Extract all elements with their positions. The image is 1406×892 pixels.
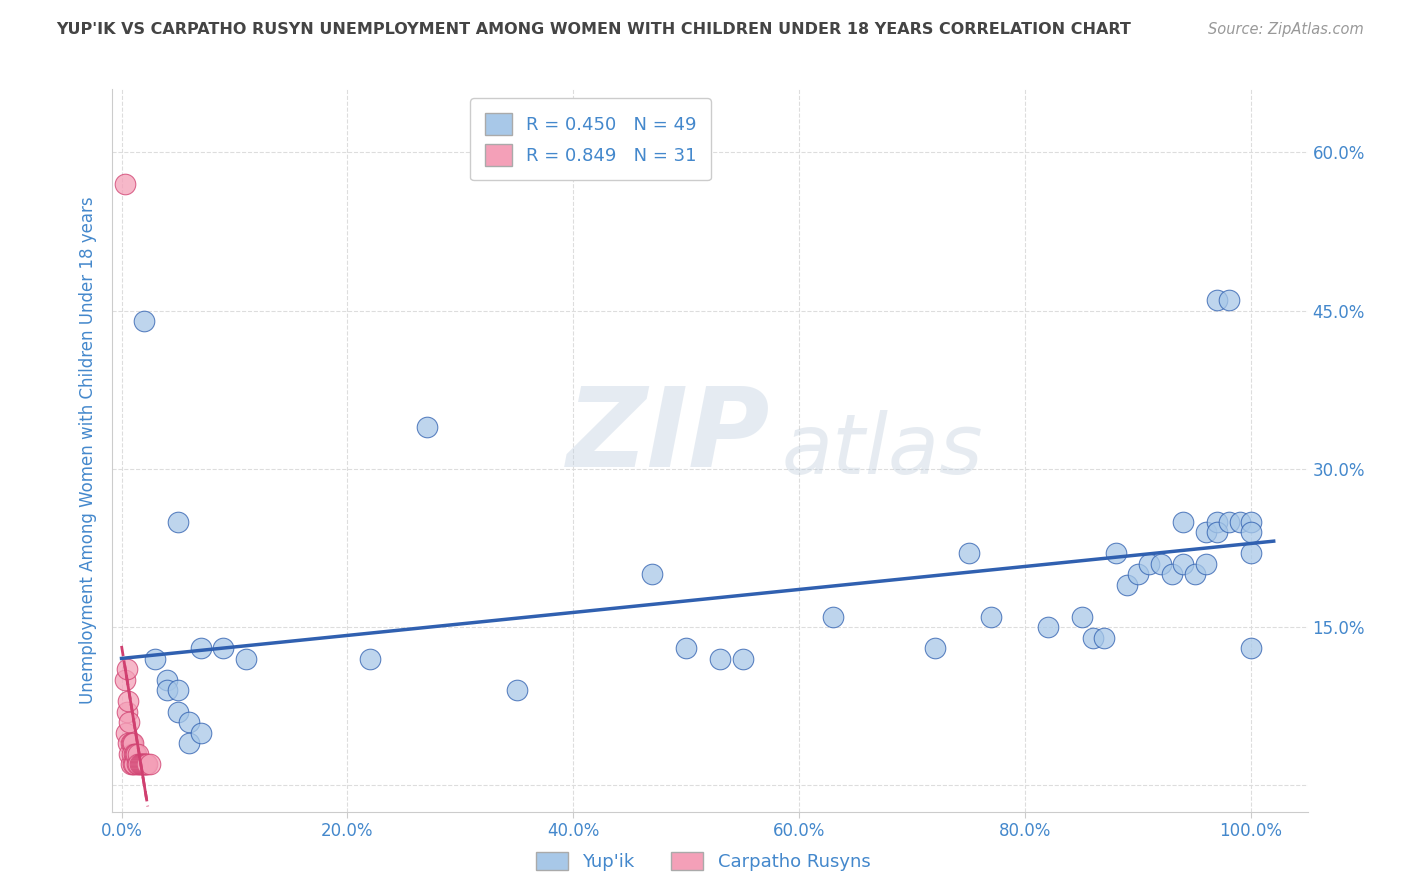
Point (132, 757, 155, 772)
Legend: Yup'ik, Carpatho Rusyns: Yup'ik, Carpatho Rusyns (529, 845, 877, 879)
Text: YUP'IK VS CARPATHO RUSYN UNEMPLOYMENT AMONG WOMEN WITH CHILDREN UNDER 18 YEARS C: YUP'IK VS CARPATHO RUSYN UNEMPLOYMENT AM… (56, 22, 1130, 37)
Point (924, 641, 946, 656)
Point (1240, 515, 1263, 529)
Point (1240, 546, 1263, 560)
Point (212, 641, 235, 656)
Point (1115, 578, 1137, 592)
Point (190, 641, 212, 656)
Point (132, 314, 155, 328)
Point (121, 747, 143, 761)
Point (675, 641, 697, 656)
Point (121, 757, 143, 772)
Point (1126, 567, 1149, 582)
Point (1206, 525, 1229, 540)
Point (1218, 293, 1240, 307)
Point (118, 714, 141, 729)
Point (1218, 515, 1240, 529)
Point (641, 567, 664, 582)
Point (506, 683, 529, 698)
Point (134, 757, 156, 772)
Point (139, 757, 162, 772)
Point (167, 705, 190, 719)
Point (1161, 567, 1184, 582)
Point (128, 757, 150, 772)
Text: ZIP: ZIP (567, 383, 770, 490)
Point (1150, 557, 1173, 571)
Point (1195, 557, 1218, 571)
Point (1173, 515, 1195, 529)
Point (1229, 515, 1251, 529)
Point (709, 652, 731, 666)
Point (115, 662, 138, 676)
Point (1184, 567, 1206, 582)
Point (415, 419, 437, 434)
Point (980, 609, 1002, 624)
Point (823, 609, 845, 624)
Point (129, 757, 152, 772)
Point (122, 747, 145, 761)
Point (131, 757, 153, 772)
Point (1104, 546, 1126, 560)
Point (132, 757, 155, 772)
Point (127, 757, 149, 772)
Point (235, 652, 257, 666)
Point (114, 177, 136, 191)
Point (190, 725, 212, 739)
Point (167, 515, 190, 529)
Point (124, 747, 146, 761)
Point (120, 736, 142, 750)
Point (1195, 525, 1218, 540)
Point (1139, 557, 1161, 571)
Point (117, 736, 139, 750)
Point (1173, 557, 1195, 571)
Point (1070, 609, 1092, 624)
Point (1092, 631, 1115, 645)
Point (125, 747, 148, 761)
Point (122, 757, 145, 772)
Point (156, 683, 179, 698)
Text: Source: ZipAtlas.com: Source: ZipAtlas.com (1208, 22, 1364, 37)
Point (115, 725, 138, 739)
Point (118, 747, 141, 761)
Point (127, 757, 149, 772)
Legend: R = 0.450   N = 49, R = 0.849   N = 31: R = 0.450 N = 49, R = 0.849 N = 31 (470, 98, 711, 180)
Point (179, 736, 201, 750)
Point (1036, 620, 1059, 634)
Point (179, 714, 201, 729)
Point (127, 747, 149, 761)
Point (1081, 631, 1104, 645)
Point (731, 652, 754, 666)
Point (120, 757, 142, 772)
Point (1206, 293, 1229, 307)
Point (167, 683, 190, 698)
Point (135, 757, 157, 772)
Point (117, 694, 139, 708)
Text: atlas: atlas (782, 410, 983, 491)
Point (156, 673, 179, 687)
Y-axis label: Unemployment Among Women with Children Under 18 years: Unemployment Among Women with Children U… (79, 196, 97, 705)
Point (136, 757, 159, 772)
Point (114, 673, 136, 687)
Point (957, 546, 980, 560)
Point (1206, 515, 1229, 529)
Point (359, 652, 381, 666)
Point (121, 736, 143, 750)
Point (1240, 525, 1263, 540)
Point (115, 705, 138, 719)
Point (145, 652, 167, 666)
Point (1240, 641, 1263, 656)
Point (121, 736, 143, 750)
